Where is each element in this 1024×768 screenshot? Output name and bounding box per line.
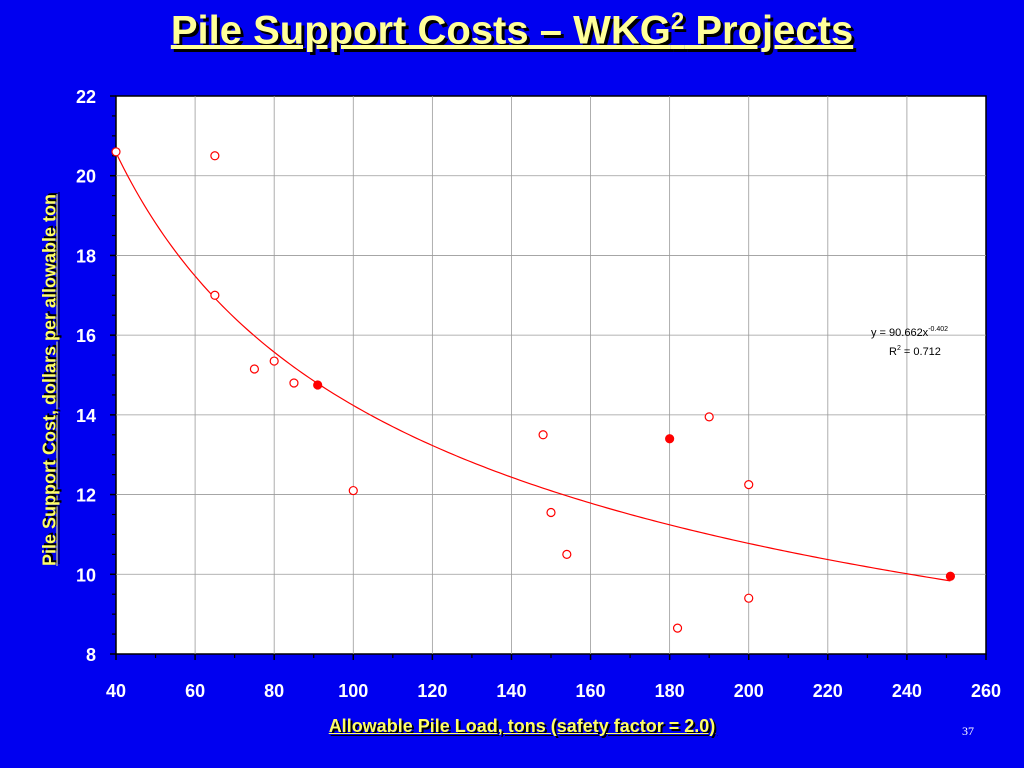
data-point-open bbox=[269, 356, 279, 366]
x-tick-label: 160 bbox=[576, 681, 606, 701]
r2-sup: 2 bbox=[897, 345, 901, 352]
y-axis-label: Pile Support Cost, dollars per allowable… bbox=[39, 193, 60, 567]
y-tick-label: 12 bbox=[76, 486, 96, 506]
x-axis-label: Allowable Pile Load, tons (safety factor… bbox=[328, 716, 716, 736]
x-tick-label: 140 bbox=[496, 681, 526, 701]
data-point-open bbox=[704, 412, 714, 422]
data-point-filled bbox=[313, 380, 323, 390]
data-point-open bbox=[538, 430, 548, 440]
data-point-open bbox=[672, 623, 683, 633]
slide-title: Pile Support Costs – WKG2 Projects bbox=[0, 8, 1024, 53]
x-tick-label: 80 bbox=[264, 681, 284, 701]
data-point-open bbox=[562, 549, 572, 559]
data-point-open bbox=[744, 480, 754, 490]
data-point-open bbox=[210, 151, 220, 161]
r2-value: = 0.712 bbox=[901, 346, 941, 358]
data-point-open bbox=[744, 593, 754, 603]
y-tick-label: 10 bbox=[76, 565, 96, 585]
data-point-filled bbox=[665, 434, 675, 444]
y-tick-label: 18 bbox=[76, 246, 96, 266]
equation-text: y = 90.662x bbox=[871, 327, 929, 339]
equation-exponent: -0.402 bbox=[928, 326, 948, 333]
data-point-open bbox=[210, 290, 220, 300]
data-point-open bbox=[111, 147, 121, 157]
title-main: Pile Support Costs – WKG bbox=[170, 8, 671, 53]
page-number: 37 bbox=[962, 724, 974, 738]
trendline bbox=[115, 152, 951, 582]
svg-text:R2 = 0.712: R2 = 0.712 bbox=[889, 345, 941, 358]
x-tick-label: 220 bbox=[813, 681, 843, 701]
y-tick-label: 14 bbox=[76, 406, 96, 426]
y-tick-label: 16 bbox=[76, 326, 96, 346]
plot-area bbox=[115, 95, 987, 655]
data-point-open bbox=[546, 507, 556, 518]
x-tick-label: 240 bbox=[892, 681, 922, 701]
x-tick-label: 260 bbox=[971, 681, 1001, 701]
svg-text:y = 90.662x-0.402: y = 90.662x-0.402 bbox=[871, 326, 948, 339]
r2-prefix: R bbox=[889, 346, 897, 358]
x-tick-label: 120 bbox=[417, 681, 447, 701]
x-tick-label: 40 bbox=[106, 681, 126, 701]
x-tick-label: 60 bbox=[185, 681, 205, 701]
x-tick-label: 100 bbox=[338, 681, 368, 701]
title-end: Projects bbox=[684, 8, 854, 53]
y-tick-label: 22 bbox=[76, 87, 96, 107]
y-tick-label: 8 bbox=[86, 645, 96, 665]
data-point-filled bbox=[945, 571, 956, 581]
title-superscript: 2 bbox=[670, 8, 685, 35]
data-point-open bbox=[348, 485, 358, 496]
data-point-open bbox=[249, 364, 260, 374]
x-tick-label: 180 bbox=[655, 681, 685, 701]
data-point-open bbox=[289, 378, 299, 388]
y-tick-label: 20 bbox=[76, 167, 96, 187]
trendline-equation: y = 90.662x-0.402 R2 = 0.712 bbox=[871, 326, 948, 358]
x-tick-label: 200 bbox=[734, 681, 764, 701]
